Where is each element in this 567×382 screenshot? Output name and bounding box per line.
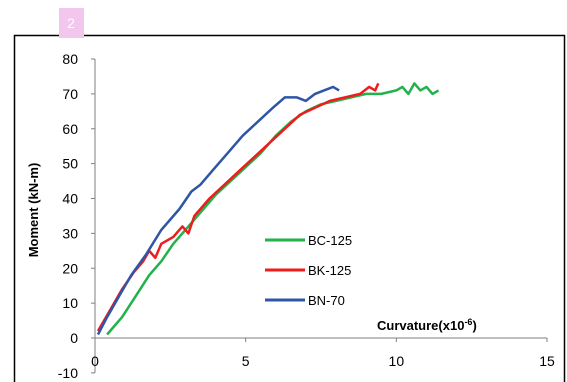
badge-label: 2 (67, 15, 75, 31)
x-tick-label: 10 (389, 353, 405, 369)
y-tick-label: 80 (62, 51, 78, 67)
x-axis-title: Curvature(x10-6) (377, 317, 477, 333)
legend-label-bk-125: BK-125 (308, 263, 351, 278)
x-axis-title-prefix: Curvature(x10 (377, 318, 464, 333)
x-axis-title-suffix: ) (472, 318, 476, 333)
x-tick-label: 5 (242, 353, 250, 369)
plot-series (96, 82, 440, 336)
badge-box (59, 8, 84, 38)
series-line-bk-125 (96, 82, 380, 332)
y-tick-label: 20 (62, 260, 78, 276)
x-tick-label: 15 (539, 353, 555, 369)
y-axis-title: Moment (kN-m) (26, 163, 41, 258)
y-tick-label: 40 (62, 191, 78, 207)
x-tick-label: 0 (91, 353, 99, 369)
y-tick-label: 10 (62, 295, 78, 311)
y-tick-label: -10 (58, 365, 78, 381)
x-axis-title-exponent: -6 (464, 317, 472, 327)
y-tick-label: 0 (70, 330, 78, 346)
y-tick-label: 30 (62, 225, 78, 241)
y-tick-label: 70 (62, 86, 78, 102)
legend-label-bc-125: BC-125 (308, 233, 352, 248)
y-tick-label: 60 (62, 121, 78, 137)
series-line-bc-125 (106, 82, 440, 336)
legend: BC-125 BK-125 BN-70 (265, 233, 352, 308)
series-line-bn-70 (96, 85, 340, 336)
legend-label-bn-70: BN-70 (308, 293, 345, 308)
y-axis-ticks: -10 0 10 20 30 40 50 60 70 80 (58, 51, 95, 381)
x-axis-ticks: 0 5 10 15 (91, 338, 555, 369)
chart-frame (13, 34, 566, 382)
y-tick-label: 50 (62, 156, 78, 172)
